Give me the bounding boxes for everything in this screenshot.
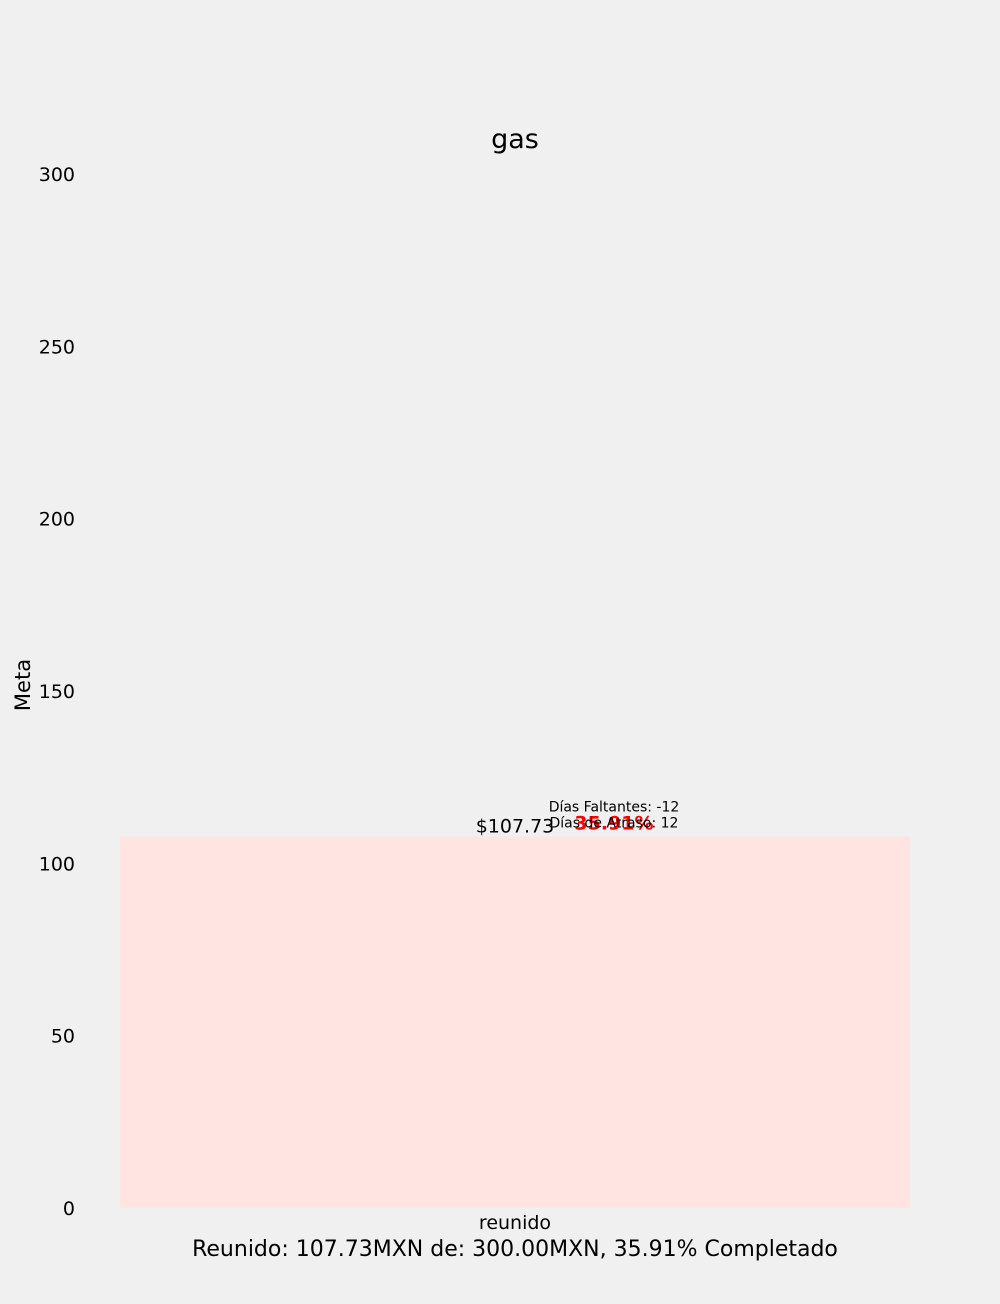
y-tick-label: 100 [39,853,75,875]
y-tick-label: 200 [39,509,75,531]
y-tick-label: 250 [39,336,75,358]
bar [120,836,910,1208]
y-tick-label: 150 [39,681,75,703]
x-tick-label: reunido [479,1212,551,1234]
y-tick-label: 50 [51,1026,75,1048]
x-axis-label: Reunido: 107.73MXN de: 300.00MXN, 35.91%… [192,1237,838,1262]
y-axis-label: Meta [11,659,35,711]
days-annotation: Días de Atraso: 12 [550,816,679,832]
chart-marks: 0 50 100 150 200 250 300 reunido $107.73 35.91%Dí… [39,164,910,1234]
days-annotation: Días Faltantes: -12 [549,800,680,816]
percent-label: 35.91% [574,813,653,835]
y-tick-label: 0 [63,1198,75,1220]
chart-title: gas [491,124,539,155]
bar-value-label: $107.73 [476,816,555,838]
y-tick-label: 300 [39,164,75,186]
